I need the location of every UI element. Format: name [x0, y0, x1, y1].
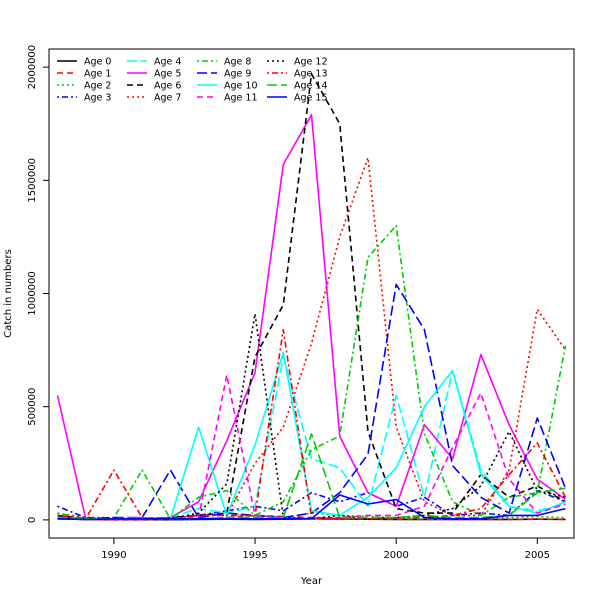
series-line-15	[57, 494, 566, 521]
legend-label-5: Age 5	[154, 69, 181, 80]
series-line-14	[57, 433, 566, 520]
series-line-8	[57, 224, 567, 520]
legend-label-4: Age 4	[154, 57, 181, 68]
x-tick-label: 2000	[383, 550, 408, 561]
y-tick-label: 0	[27, 517, 38, 523]
x-tick-label: 1995	[242, 550, 267, 561]
x-tick-label: 1990	[101, 550, 126, 561]
y-tick-label: 1000000	[27, 271, 38, 316]
x-axis: 1990 1995 2000 2005	[101, 538, 550, 561]
series-layer	[56, 73, 567, 521]
y-tick-label: 500000	[27, 388, 38, 426]
y-axis: 0 500000 1000000 1500000 2000000	[27, 45, 49, 523]
legend-label-9: Age 9	[224, 69, 251, 80]
series-line-3	[57, 489, 566, 520]
series-line-13	[57, 328, 567, 520]
y-tick-label: 2000000	[27, 45, 38, 90]
legend-label-10: Age 10	[224, 81, 257, 92]
y-axis-label: Catch in numbers	[3, 249, 14, 338]
legend-label-7: Age 7	[154, 93, 181, 104]
legend-label-14: Age 14	[294, 81, 327, 92]
x-tick-label: 2005	[525, 550, 550, 561]
y-tick-label: 1500000	[27, 158, 38, 203]
legend-label-8: Age 8	[224, 57, 251, 68]
legend-label-13: Age 13	[294, 69, 327, 80]
legend-label-2: Age 2	[84, 81, 111, 92]
legend-label-0: Age 0	[84, 57, 111, 68]
legend-label-11: Age 11	[224, 93, 257, 104]
legend-label-6: Age 6	[154, 81, 181, 92]
legend-label-12: Age 12	[294, 57, 327, 68]
legend-label-1: Age 1	[84, 69, 111, 80]
x-axis-label: Year	[300, 576, 323, 587]
legend-label-3: Age 3	[84, 93, 111, 104]
legend-label-15: Age 15	[294, 93, 327, 104]
